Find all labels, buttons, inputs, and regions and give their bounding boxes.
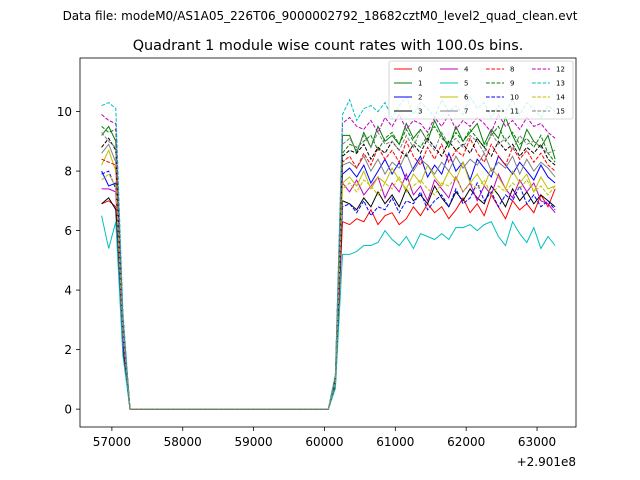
y-tick-label: 8 [64, 165, 72, 179]
legend-box [388, 60, 574, 120]
x-tick-label: 57000 [93, 435, 131, 449]
legend-label-8: 8 [510, 66, 514, 74]
plot-border [79, 57, 577, 428]
chart-title: Quadrant 1 module wise count rates with … [133, 38, 524, 54]
axes-layer: 57000 58000 59000 60000 61000 62000 63000 0 2 4 6 8… [57, 105, 556, 449]
legend-label-11: 11 [510, 108, 519, 116]
legend-label-14: 14 [556, 94, 565, 102]
y-tick-label: 10 [57, 105, 72, 119]
x-tick-label: 61000 [376, 435, 414, 449]
legend-label-5: 5 [464, 80, 468, 88]
plot-area [80, 58, 576, 427]
y-tick-label: 6 [64, 224, 72, 238]
series-line-15 [101, 128, 556, 410]
x-offset-label: +2.901e8 [517, 455, 576, 469]
file-suptitle: Data file: modeM0/AS1A05_226T06_90000027… [63, 9, 578, 23]
x-tick-label: 60000 [305, 435, 343, 449]
legend-label-3: 3 [418, 108, 422, 116]
legend-label-9: 9 [510, 80, 514, 88]
legend-label-1: 1 [418, 80, 422, 88]
x-tick-label: 63000 [518, 435, 556, 449]
legend-label-0: 0 [418, 66, 422, 74]
legend-label-10: 10 [510, 94, 519, 102]
legend-label-7: 7 [464, 108, 468, 116]
legend-label-6: 6 [464, 94, 469, 102]
legend-label-2: 2 [418, 94, 422, 102]
series-layer [101, 95, 556, 410]
legend-label-13: 13 [556, 80, 565, 88]
y-tick-label: 0 [64, 403, 72, 417]
x-tick-label: 62000 [447, 435, 485, 449]
legend-label-15: 15 [556, 108, 565, 116]
y-tick-label: 4 [64, 284, 72, 298]
x-tick-label: 59000 [235, 435, 273, 449]
legend-label-4: 4 [464, 66, 469, 74]
x-tick-label: 58000 [164, 435, 202, 449]
legend-label-12: 12 [556, 66, 565, 74]
y-tick-label: 2 [64, 343, 72, 357]
